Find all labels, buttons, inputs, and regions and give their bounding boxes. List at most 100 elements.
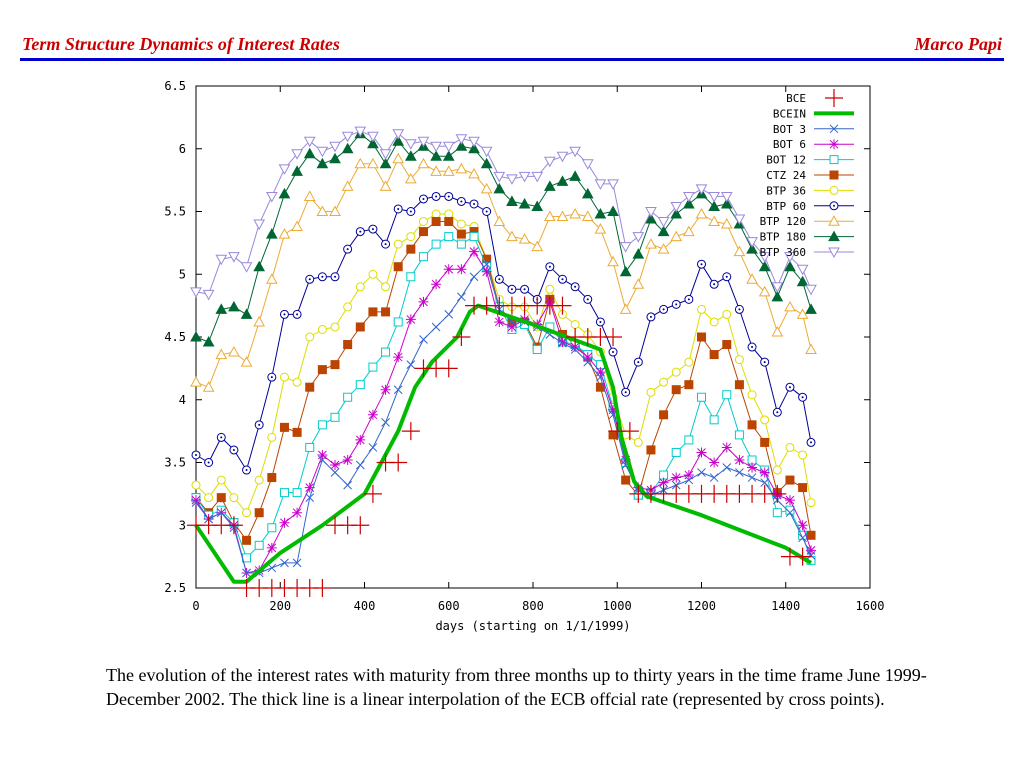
x-tick-label: 400 — [354, 599, 376, 613]
data-point-center — [675, 303, 678, 306]
legend-label: BOT 3 — [773, 123, 806, 136]
data-point — [494, 316, 505, 327]
legend-label: BOT 6 — [773, 138, 806, 151]
legend-label: BTP 120 — [760, 215, 806, 228]
data-point — [828, 215, 840, 226]
data-point — [455, 134, 468, 145]
data-point — [442, 165, 455, 176]
data-point — [722, 340, 732, 350]
y-tick-label: 3 — [179, 518, 186, 532]
data-point — [190, 376, 202, 387]
data-point — [596, 372, 605, 382]
data-point — [671, 385, 681, 395]
data-point — [367, 137, 379, 149]
data-point — [695, 184, 708, 195]
data-point — [544, 180, 556, 191]
data-point — [228, 252, 240, 263]
data-point — [531, 240, 544, 252]
data-point — [784, 300, 796, 312]
data-point — [657, 243, 670, 254]
data-point — [659, 410, 669, 420]
data-point — [305, 382, 315, 392]
legend-sample — [814, 185, 854, 195]
data-point — [683, 470, 694, 481]
data-point — [455, 162, 468, 174]
data-point — [785, 505, 795, 515]
data-point — [468, 136, 480, 148]
data-point — [343, 302, 353, 312]
data-point — [381, 282, 391, 292]
data-point — [747, 462, 758, 473]
data-point-center — [371, 228, 374, 231]
data-point — [430, 141, 442, 153]
data-point — [480, 146, 493, 158]
data-point — [444, 209, 454, 219]
legend-label: BTP 36 — [766, 184, 806, 197]
data-point — [570, 319, 580, 329]
data-point — [709, 350, 719, 360]
data-point — [607, 179, 619, 190]
data-point-center — [485, 210, 488, 213]
data-point — [368, 362, 378, 372]
data-point — [379, 157, 392, 169]
data-point — [240, 262, 253, 273]
data-point — [806, 498, 816, 508]
data-point — [558, 338, 567, 348]
data-point — [468, 167, 480, 179]
legend: BCE BCEIN BOT 3 BOT 6 BOT 12 CTZ 24 BTP 36 BTP … — [760, 89, 854, 259]
data-point — [367, 157, 379, 169]
data-point — [393, 385, 403, 395]
data-point — [228, 300, 240, 312]
data-point — [684, 357, 694, 367]
data-point — [722, 390, 732, 400]
data-point — [330, 412, 340, 422]
data-point-center — [599, 320, 602, 323]
data-point — [267, 523, 277, 533]
data-point — [785, 475, 795, 485]
data-point — [532, 345, 542, 355]
data-point — [557, 337, 568, 348]
data-point — [266, 542, 277, 553]
x-tick-label: 0 — [192, 599, 199, 613]
data-point — [798, 533, 807, 543]
data-point — [343, 480, 353, 490]
data-point — [746, 243, 758, 254]
data-point — [709, 415, 719, 425]
data-point — [267, 432, 277, 442]
data-point — [697, 392, 706, 402]
data-point — [784, 252, 796, 263]
data-point — [456, 239, 466, 249]
data-point — [594, 179, 607, 190]
data-point — [418, 227, 428, 237]
data-point — [734, 355, 744, 365]
data-point — [570, 345, 580, 354]
data-point — [608, 430, 618, 440]
data-point — [570, 342, 581, 353]
data-point — [242, 535, 252, 545]
data-point — [607, 255, 619, 267]
data-point — [190, 287, 202, 298]
data-point — [305, 332, 315, 342]
data-point — [544, 210, 556, 222]
data-point — [657, 217, 670, 228]
data-point — [443, 264, 454, 275]
data-point — [265, 191, 278, 203]
data-point-center — [473, 202, 476, 205]
data-point — [343, 340, 353, 350]
data-point — [401, 422, 420, 441]
data-point — [431, 209, 441, 219]
legend-sample — [825, 89, 843, 107]
y-tick-label: 6 — [179, 142, 186, 156]
data-point — [671, 472, 682, 483]
data-point — [452, 328, 471, 346]
data-point — [722, 463, 732, 472]
data-point — [406, 272, 416, 282]
data-point — [444, 232, 454, 242]
data-point — [355, 460, 365, 470]
data-point — [796, 275, 809, 287]
data-point — [806, 551, 816, 560]
data-point — [646, 387, 656, 397]
data-point — [292, 507, 303, 518]
data-point — [191, 495, 201, 506]
data-point — [202, 381, 215, 392]
